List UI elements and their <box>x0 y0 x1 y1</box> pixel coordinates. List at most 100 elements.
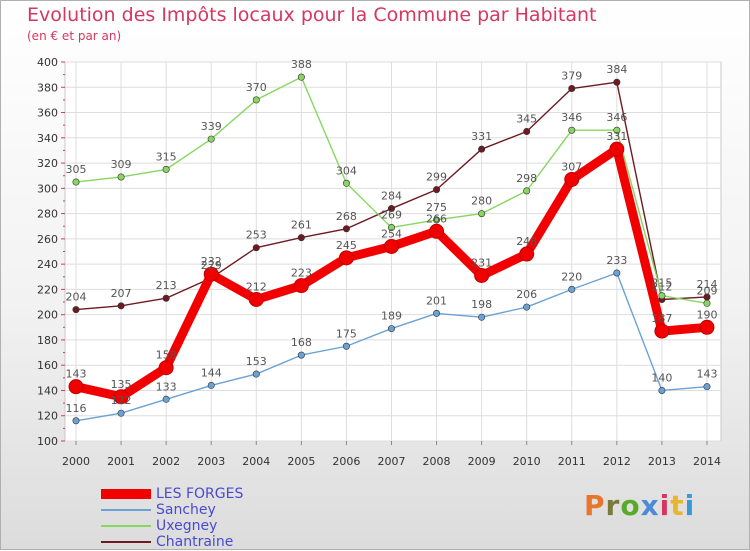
data-label-les-forges: 212 <box>246 281 267 294</box>
y-tick-label: 100 <box>37 435 58 448</box>
data-point-uxegney <box>433 216 441 224</box>
data-label-les-forges: 135 <box>111 378 132 391</box>
data-label-sanchey: 220 <box>561 270 582 283</box>
data-point-uxegney <box>478 210 486 218</box>
data-label-uxegney: 304 <box>336 164 357 177</box>
data-point-sanchey <box>387 325 395 333</box>
data-label-chantraine: 214 <box>696 278 717 291</box>
data-label-les-forges: 143 <box>66 368 87 381</box>
data-point-les-forges <box>68 379 84 395</box>
data-label-sanchey: 233 <box>606 254 627 267</box>
y-tick-label: 260 <box>37 233 58 246</box>
data-point-uxegney <box>703 299 711 307</box>
data-label-uxegney: 315 <box>156 150 177 163</box>
x-tick-label: 2001 <box>107 455 135 468</box>
data-point-chantraine <box>72 306 80 314</box>
data-point-sanchey <box>568 285 576 293</box>
data-label-chantraine: 384 <box>606 63 627 76</box>
data-point-uxegney <box>297 73 305 81</box>
data-point-les-forges <box>519 246 535 262</box>
data-point-sanchey <box>523 303 531 311</box>
y-tick-label: 240 <box>37 258 58 271</box>
y-tick-label: 140 <box>37 384 58 397</box>
logo-letter: i <box>684 489 696 522</box>
x-tick-label: 2013 <box>648 455 676 468</box>
legend-swatch-chantraine <box>101 541 151 543</box>
data-point-sanchey <box>342 342 350 350</box>
x-tick-label: 2003 <box>197 455 225 468</box>
data-point-sanchey <box>72 417 80 425</box>
data-label-chantraine: 379 <box>561 70 582 83</box>
data-point-chantraine <box>297 234 305 242</box>
data-label-les-forges: 331 <box>606 130 627 143</box>
data-label-sanchey: 198 <box>471 298 492 311</box>
data-label-les-forges: 266 <box>426 212 447 225</box>
data-label-chantraine: 331 <box>471 130 492 143</box>
y-tick-label: 160 <box>37 359 58 372</box>
data-label-les-forges: 158 <box>156 349 177 362</box>
data-label-sanchey: 144 <box>201 366 222 379</box>
y-tick-label: 200 <box>37 309 58 322</box>
data-point-les-forges <box>248 292 264 308</box>
data-point-sanchey <box>162 395 170 403</box>
data-point-les-forges <box>564 171 580 187</box>
data-point-les-forges <box>609 141 625 157</box>
data-label-chantraine: 261 <box>291 219 312 232</box>
data-label-sanchey: 201 <box>426 294 447 307</box>
data-label-uxegney: 215 <box>651 277 672 290</box>
data-point-sanchey <box>478 313 486 321</box>
data-point-uxegney <box>252 96 260 104</box>
legend-swatch-uxegney <box>101 525 151 527</box>
data-label-chantraine: 268 <box>336 210 357 223</box>
logo-letter: x <box>640 489 660 522</box>
data-point-uxegney <box>568 126 576 134</box>
y-tick-label: 180 <box>37 334 58 347</box>
data-label-les-forges: 248 <box>516 235 537 248</box>
data-point-les-forges <box>293 278 309 294</box>
data-label-chantraine: 253 <box>246 229 267 242</box>
data-point-sanchey <box>207 381 215 389</box>
legend-label-chantraine: Chantraine <box>156 534 234 550</box>
data-point-les-forges <box>429 223 445 239</box>
data-point-uxegney <box>72 178 80 186</box>
data-point-sanchey <box>658 386 666 394</box>
data-label-uxegney: 346 <box>606 111 627 124</box>
data-label-uxegney: 309 <box>111 158 132 171</box>
x-tick-label: 2000 <box>62 455 90 468</box>
x-tick-label: 2008 <box>423 455 451 468</box>
data-point-uxegney <box>387 223 395 231</box>
data-label-sanchey: 153 <box>246 355 267 368</box>
data-label-chantraine: 207 <box>111 287 132 300</box>
data-label-les-forges: 190 <box>696 308 717 321</box>
legend-label-les-forges: LES FORGES <box>156 486 244 502</box>
data-point-les-forges <box>383 238 399 254</box>
data-point-chantraine <box>568 85 576 93</box>
data-point-les-forges <box>113 389 129 405</box>
proxiti-logo: Proxiti <box>584 489 695 522</box>
data-label-sanchey: 175 <box>336 327 357 340</box>
x-tick-label: 2002 <box>152 455 180 468</box>
data-point-sanchey <box>297 351 305 359</box>
y-tick-label: 360 <box>37 107 58 120</box>
data-label-uxegney: 339 <box>201 120 222 133</box>
x-tick-label: 2004 <box>242 455 270 468</box>
data-label-chantraine: 284 <box>381 190 402 203</box>
data-point-uxegney <box>613 126 621 134</box>
data-point-sanchey <box>252 370 260 378</box>
data-point-uxegney <box>658 292 666 300</box>
data-point-chantraine <box>478 145 486 153</box>
data-label-chantraine: 204 <box>66 291 87 304</box>
data-point-les-forges <box>654 323 670 339</box>
data-label-les-forges: 223 <box>291 267 312 280</box>
data-label-sanchey: 122 <box>111 394 132 407</box>
data-label-sanchey: 133 <box>156 380 177 393</box>
data-label-uxegney: 388 <box>291 58 312 71</box>
x-tick-label: 2006 <box>332 455 360 468</box>
data-point-sanchey <box>703 383 711 391</box>
data-point-les-forges <box>474 268 490 284</box>
data-label-uxegney: 275 <box>426 201 447 214</box>
chart-title: Evolution des Impôts locaux pour la Comm… <box>27 4 597 26</box>
logo-letter: P <box>584 489 606 522</box>
legend-item: LES FORGES <box>101 486 321 502</box>
